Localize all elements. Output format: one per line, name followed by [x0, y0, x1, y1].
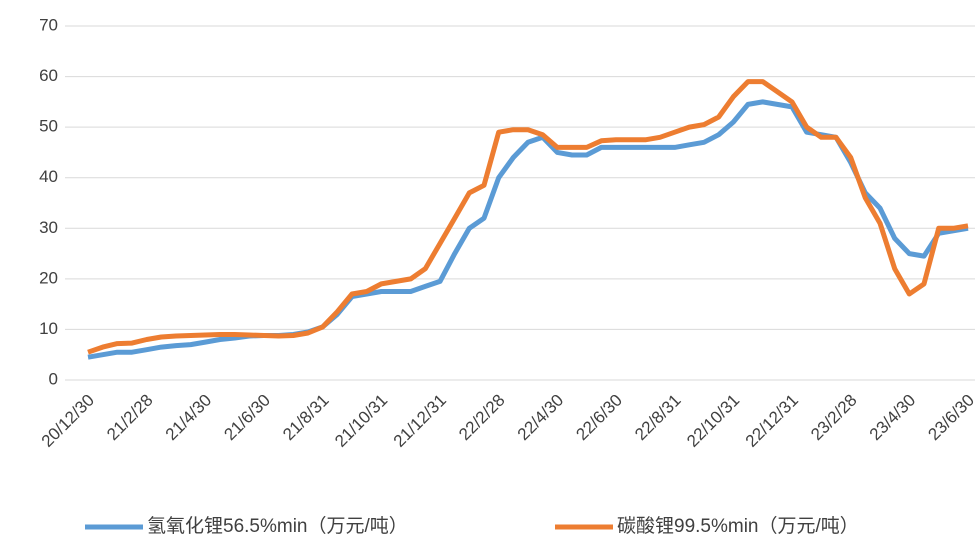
- series-line: [87, 79, 969, 355]
- x-tick-label: 21/12/31: [390, 391, 450, 451]
- x-tick-label: 22/6/30: [572, 391, 626, 445]
- x-tick-label: 23/2/28: [807, 391, 861, 445]
- x-tick-label: 23/4/30: [866, 391, 920, 445]
- x-tick-label: 21/2/28: [103, 391, 157, 445]
- x-tick-label: 20/12/30: [38, 391, 98, 451]
- y-tick-label: 20: [39, 268, 58, 287]
- x-tick-label: 22/12/31: [742, 391, 802, 451]
- legend-label: 碳酸锂99.5%min（万元/吨）: [617, 515, 859, 537]
- y-tick-label: 50: [39, 117, 58, 136]
- y-tick-label: 60: [39, 66, 58, 85]
- x-tick-label: 22/10/31: [683, 391, 743, 451]
- x-tick-label: 21/10/31: [331, 391, 391, 451]
- x-tick-label: 21/6/30: [220, 391, 274, 445]
- y-tick-label: 0: [49, 369, 58, 388]
- y-tick-label: 30: [39, 218, 58, 237]
- x-tick-label: 21/8/31: [279, 391, 333, 445]
- x-tick-label: 23/6/30: [924, 391, 978, 445]
- y-tick-label: 40: [39, 167, 58, 186]
- x-tick-label: 22/4/30: [514, 391, 568, 445]
- x-tick-label: 21/4/30: [162, 391, 216, 445]
- legend-label: 氢氧化锂56.5%min（万元/吨）: [147, 515, 408, 537]
- x-tick-label: 22/2/28: [455, 391, 509, 445]
- y-tick-label: 10: [39, 319, 58, 338]
- y-tick-label: 70: [39, 15, 58, 34]
- x-tick-label: 22/8/31: [631, 391, 685, 445]
